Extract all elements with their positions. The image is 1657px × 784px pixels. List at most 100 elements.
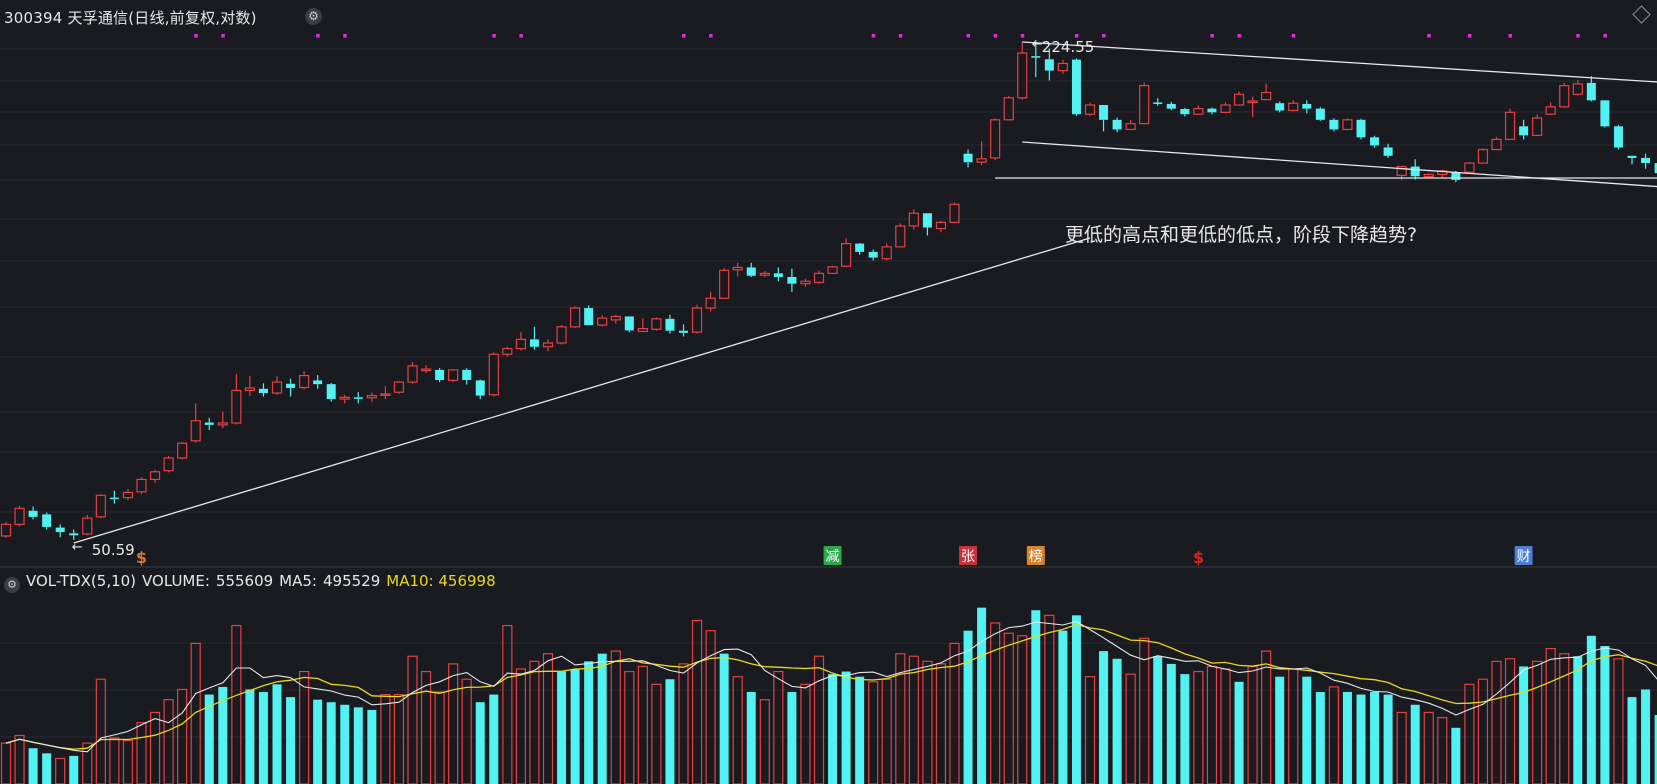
candle <box>149 469 161 483</box>
candle-body-down <box>1451 172 1461 180</box>
candle-body-up <box>759 272 770 276</box>
candle-body-down <box>1586 82 1596 101</box>
volume-bar-up <box>935 663 947 784</box>
candle-body-up <box>1572 83 1583 95</box>
candle-body-up <box>813 272 825 284</box>
candle-body-down <box>1302 103 1312 109</box>
candle-body-up <box>1125 123 1136 131</box>
volume-bar-up <box>1477 678 1489 784</box>
candle-body-up <box>1247 100 1258 104</box>
candle-body-down <box>462 369 472 381</box>
candle-body-down <box>326 384 336 400</box>
candle-body-down <box>1180 109 1190 115</box>
signal-dot <box>898 34 903 38</box>
candle-body-up <box>1464 162 1475 173</box>
candle-body-down <box>1207 108 1217 113</box>
candle-body-down <box>773 273 783 277</box>
candle-body-up <box>0 523 12 537</box>
candle <box>1207 107 1217 115</box>
signal-dot <box>343 34 347 38</box>
candle-body-up <box>1220 104 1231 113</box>
signal-dot <box>1467 34 1472 38</box>
candle-body-down <box>286 383 296 388</box>
candle-body-up <box>1477 148 1489 164</box>
candle-body-up <box>177 442 188 459</box>
volume-bar-down <box>258 692 268 784</box>
signal-dot <box>993 34 998 38</box>
candle <box>1180 107 1190 117</box>
candle <box>380 386 391 400</box>
candle-body-down <box>1166 103 1176 109</box>
volume-bar-up <box>1423 711 1434 784</box>
candle <box>787 268 797 292</box>
candle-body-up <box>1084 104 1096 115</box>
candle <box>759 270 770 277</box>
candle <box>813 270 825 284</box>
candle <box>1193 105 1204 115</box>
settings-gear-icon[interactable]: ⚙ <box>305 8 322 25</box>
candle-body-up <box>569 307 581 328</box>
candle <box>1071 58 1081 117</box>
volume-bar-up <box>434 691 445 784</box>
candle-body-down <box>1099 104 1109 120</box>
volume-bar-up <box>732 676 743 784</box>
candle <box>339 394 350 404</box>
candle <box>584 305 594 326</box>
candle <box>313 375 323 389</box>
volume-bar-down <box>286 697 296 784</box>
volume-bar-down <box>665 679 675 784</box>
candle-body-up <box>542 342 554 348</box>
candle-body-down <box>624 316 634 331</box>
event-marker-box <box>1026 546 1045 565</box>
volume-bar-down <box>475 702 485 784</box>
volume-bar-up <box>1261 650 1272 784</box>
volume-bar-up <box>1288 668 1299 784</box>
candle <box>1044 48 1054 81</box>
candle-body-down <box>475 380 485 396</box>
volume-bar-down <box>353 707 363 784</box>
candle <box>1220 102 1231 114</box>
volume-bar-up <box>393 693 405 784</box>
candle <box>556 325 567 345</box>
volume-bar-down <box>1031 610 1041 784</box>
candle-body-down <box>1315 108 1325 120</box>
volume-bar-down <box>977 607 987 784</box>
signal-dot <box>1020 34 1025 38</box>
volume-bar-up <box>1491 660 1502 784</box>
candle-body-down <box>679 330 688 333</box>
candle <box>597 315 608 327</box>
volume-bar-up <box>502 624 513 784</box>
candle <box>529 326 539 350</box>
volume-bar-up <box>759 699 770 784</box>
candle-body-down <box>746 267 756 276</box>
candle <box>773 267 783 282</box>
volume-bar-up <box>407 655 418 784</box>
volume-settings-icon[interactable]: ⚙ <box>4 577 20 593</box>
signal-dot <box>966 34 971 38</box>
event-marker-label: 减 <box>826 549 840 565</box>
candle-body-down <box>529 339 539 347</box>
volume-bar-up <box>1206 665 1218 784</box>
volume-bar-down <box>326 702 336 784</box>
trend-line <box>1022 41 1657 83</box>
volume-bar-down <box>787 692 797 784</box>
candle <box>190 403 201 443</box>
candle-body-up <box>515 338 527 350</box>
candle <box>258 383 268 397</box>
volume-bar-up <box>678 663 689 784</box>
candle-body-down <box>1112 119 1122 130</box>
candle <box>665 314 675 334</box>
trend-lines: ←← <box>72 37 1657 555</box>
candle-body-up <box>895 225 906 248</box>
volume-bar-down <box>1180 674 1190 784</box>
candle <box>935 220 947 233</box>
event-marker-box <box>959 546 978 565</box>
candle <box>800 278 811 287</box>
volume-bar-down <box>1410 704 1420 784</box>
candle <box>299 371 310 390</box>
candle <box>881 243 892 261</box>
candle <box>1288 100 1299 112</box>
candle <box>1166 101 1176 111</box>
volume-bar-down <box>1573 656 1583 784</box>
